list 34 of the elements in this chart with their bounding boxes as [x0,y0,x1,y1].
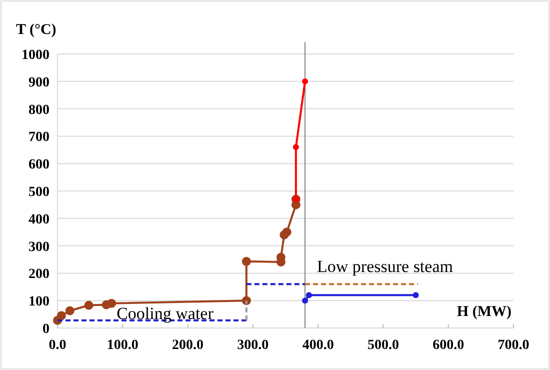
x-tick-label: 0.0 [48,338,66,353]
point [56,311,66,320]
y-tick-label: 900 [28,75,50,90]
y-tick-label: 1000 [22,48,50,63]
x-tick-label: 200.0 [172,338,204,353]
x-tick-label: 500.0 [367,338,399,353]
y-tick-label: 500 [28,185,50,200]
x-axis-title: H (MW) [456,304,512,320]
x-tick-label: 400.0 [302,338,334,353]
y-tick-label: 800 [28,102,50,118]
y-tick-label: 400 [28,212,50,228]
point [302,78,308,84]
point [306,292,312,298]
x-tick-label: 300.0 [237,338,269,353]
y-tick-label: 200 [28,267,50,282]
point [302,298,308,304]
x-tick-label: 600.0 [432,338,464,353]
point [65,306,74,316]
point [292,144,299,150]
y-tick-label: 100 [28,294,50,310]
point [282,228,292,237]
y-tick-label: 300 [28,240,50,255]
point [242,256,251,266]
point [84,300,94,310]
annotation: Low pressure steam [317,257,453,276]
y-axis-title: T (°C) [16,22,56,38]
point [107,298,116,308]
x-tick-label: 700.0 [498,338,530,353]
x-tick-label: 100.0 [106,338,138,353]
y-tick-label: 700 [28,130,50,146]
y-tick-label: 600 [28,158,50,173]
point [412,292,419,298]
y-tick-label: 0 [42,322,50,337]
annotation: Cooling water [116,304,214,323]
